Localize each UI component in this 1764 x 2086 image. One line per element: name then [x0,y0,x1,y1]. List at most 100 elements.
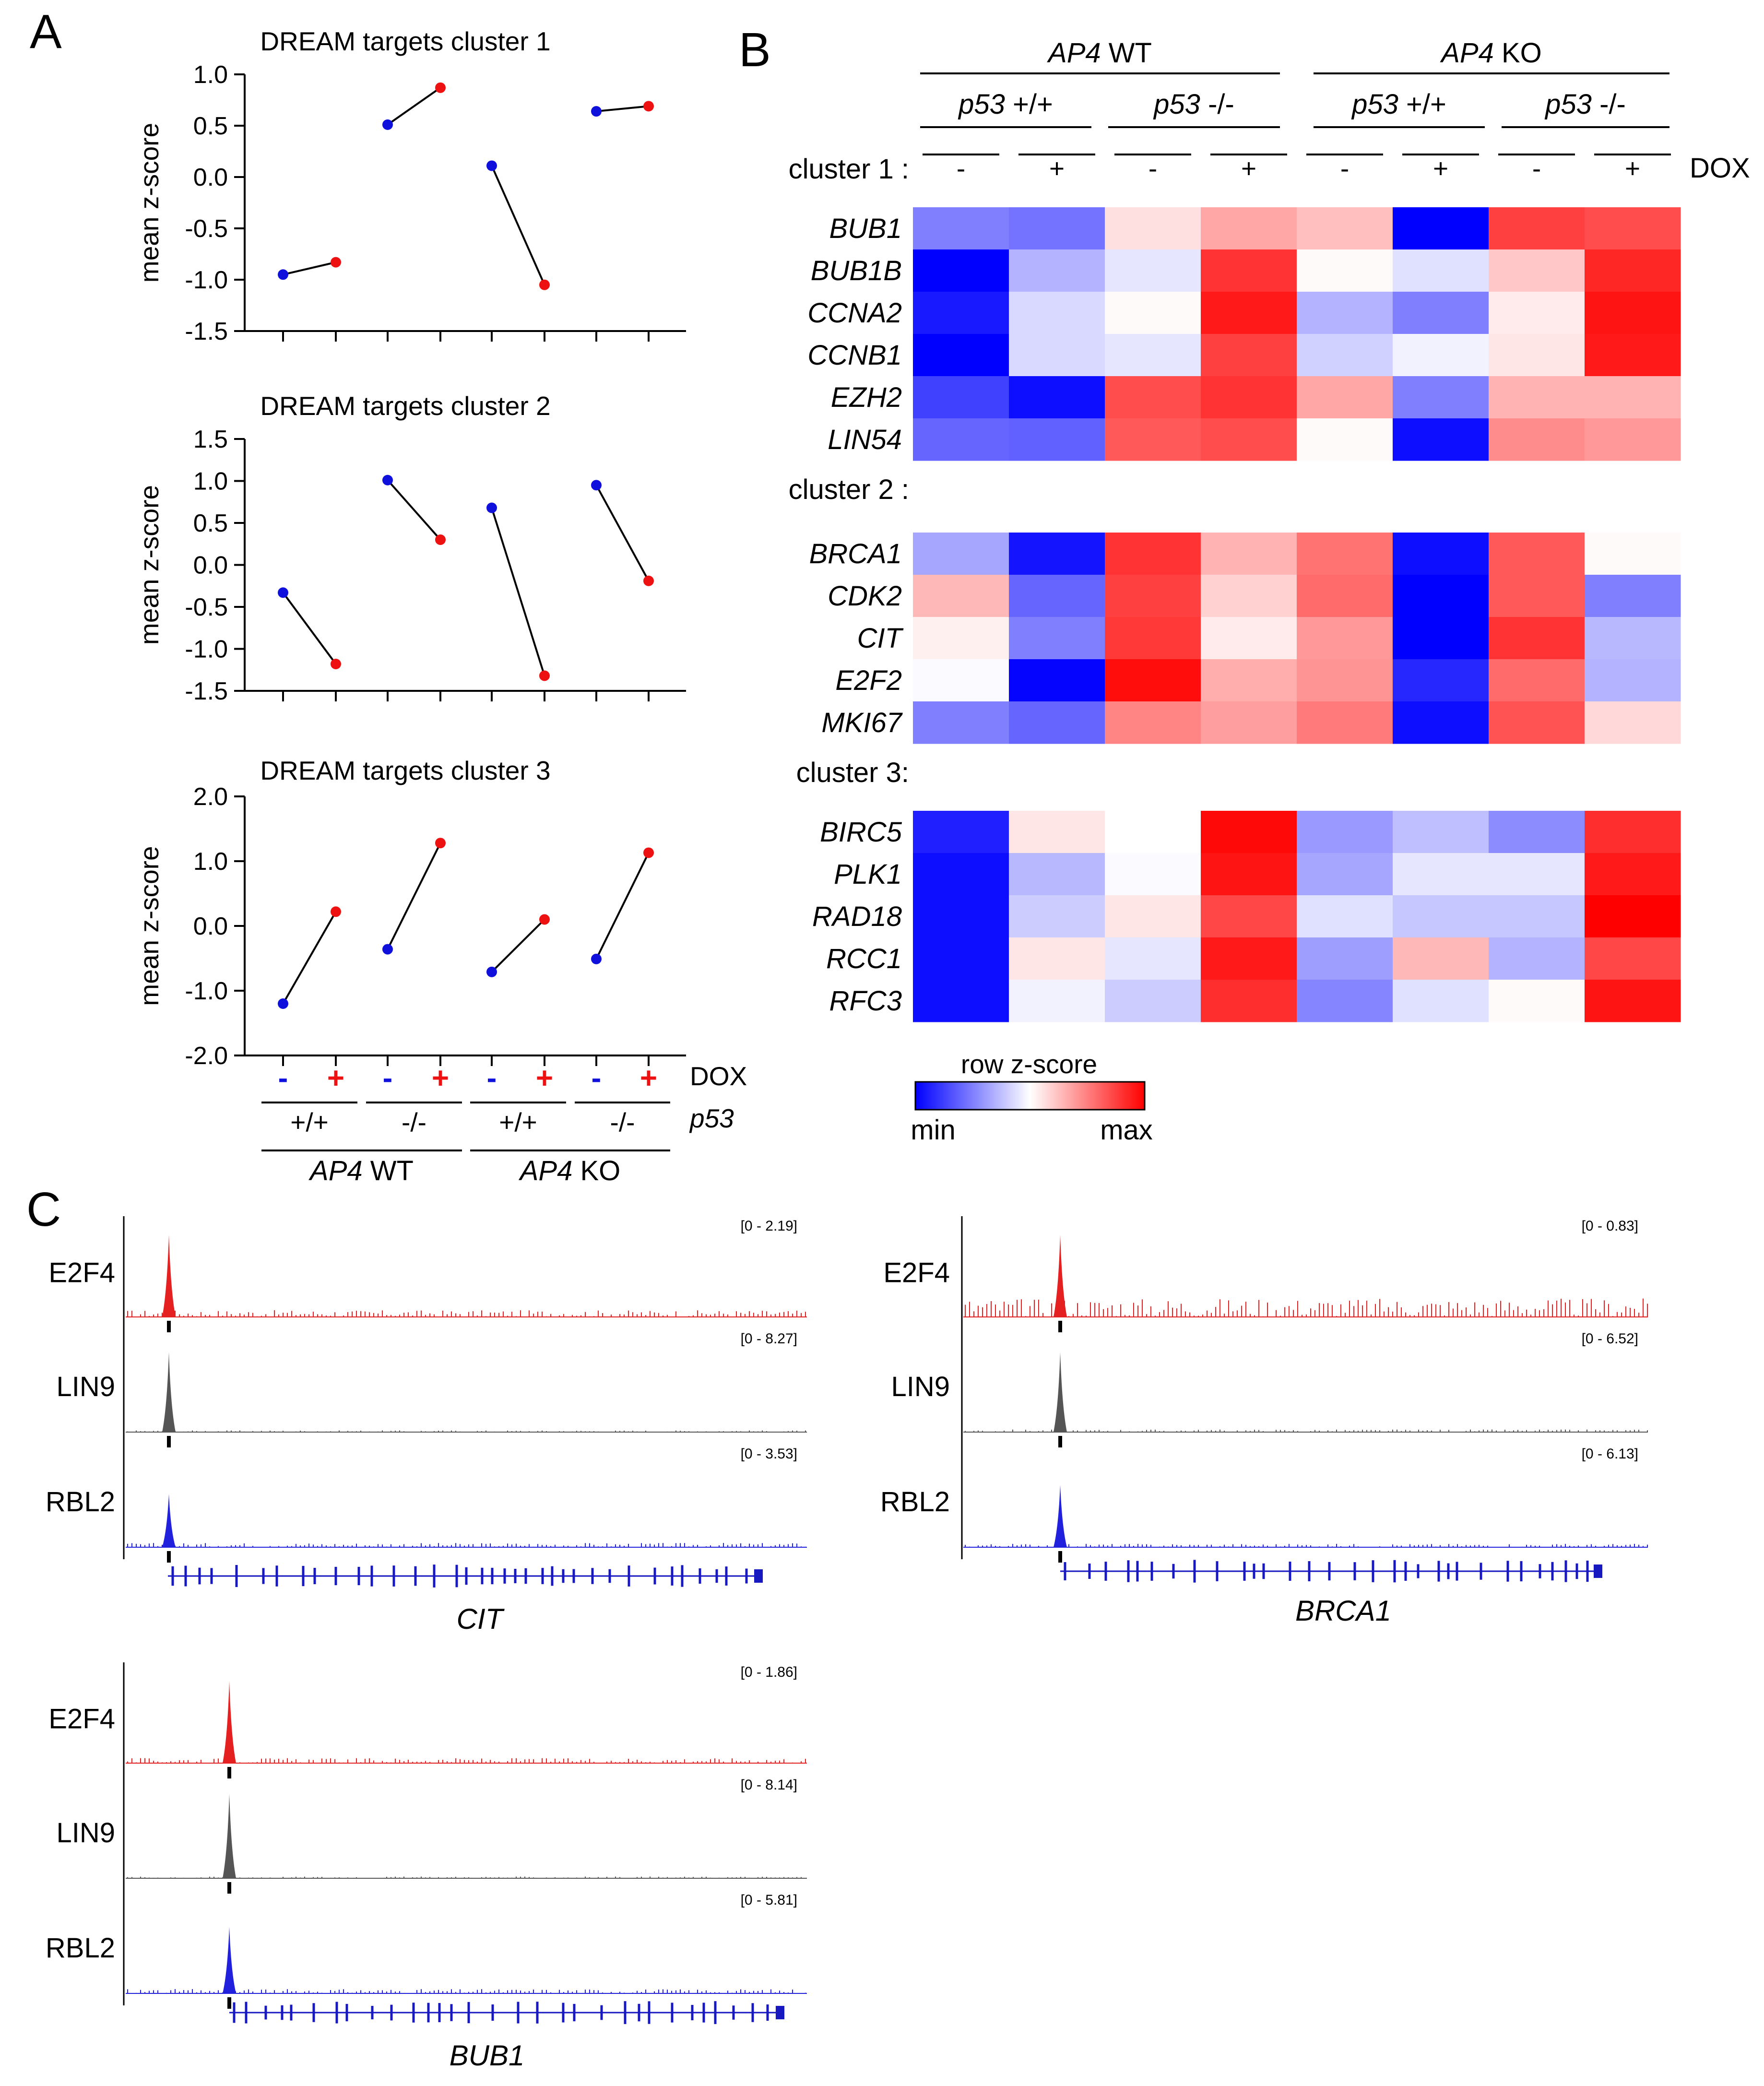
heatmap-cell [1585,853,1681,896]
heatmap-cell [1105,575,1201,617]
point-plus-dox [435,82,446,93]
y-tick-label: 1.5 [193,426,228,453]
track-range: [0 - 8.14] [741,1777,797,1793]
heatmap-cell [1297,980,1393,1022]
gene-utr [1594,1564,1602,1578]
track-peak [223,1681,236,1763]
point-plus-dox [539,279,550,290]
panel-label-b: B [739,23,771,77]
heatmap-cell [1489,853,1585,896]
peak-call-marker [167,1321,171,1332]
y-tick-label: 0.0 [193,552,228,580]
heatmap-cell [1393,853,1489,896]
dox-sign: - [383,1062,393,1095]
heatmap-cell [1105,853,1201,896]
dox-sign: + [1049,154,1065,183]
peak-call-marker [227,1997,231,2009]
y-axis-label: mean z-score [134,123,164,283]
heatmap-cell [1105,249,1201,292]
gene-label: CIT [857,623,904,654]
heatmap-cell [1009,895,1105,938]
y-tick-label: 0.0 [193,164,228,191]
heatmap-cell [1585,292,1681,334]
track-range: [0 - 8.27] [741,1331,797,1347]
heatmap-cell [1393,575,1489,617]
gene-name: BRCA1 [1295,1595,1391,1627]
p53-header: p53 -/- [1544,89,1626,120]
dox-sign: + [1433,154,1448,183]
ap4-group-label: AP4 KO [519,1155,621,1186]
dox-sign: - [592,1062,602,1095]
heatmap-cell [1009,853,1105,896]
point-plus-dox [643,101,654,112]
heatmap-cell [1105,701,1201,744]
heatmap-cell [1297,249,1393,292]
gene-label: RFC3 [829,985,902,1017]
heatmap-cell [1489,376,1585,419]
heatmap-cell [1201,937,1297,980]
track-peak [162,1352,176,1432]
heatmap-cell [1009,980,1105,1022]
heatmap-cell [1393,980,1489,1022]
heatmap-cell [1489,249,1585,292]
heatmap-cell [1009,376,1105,419]
track-range: [0 - 3.53] [741,1446,797,1462]
heatmap-cell [1297,533,1393,575]
panel-a-lineplots: DREAM targets cluster 11.00.50.0-0.5-1.0… [134,26,747,1186]
gene-label: BIRC5 [820,817,902,848]
heatmap-cell [1105,376,1201,419]
heatmap-cell [1297,575,1393,617]
point-plus-dox [435,534,446,545]
track-peak [1054,1485,1067,1547]
dox-sign: + [640,1062,657,1095]
track-peak [162,1235,176,1317]
heatmap-cell [1009,701,1105,744]
track-noise [127,1989,806,1993]
heatmap-cell [1489,895,1585,938]
heatmap-cell [1009,659,1105,702]
p53-group-label: -/- [610,1107,635,1137]
y-tick-label: -1.0 [185,266,228,294]
point-minus-dox [278,587,288,598]
heatmap-cell [1201,980,1297,1022]
heatmap-cell [1009,292,1105,334]
heatmap-cell [1201,292,1297,334]
y-tick-label: 1.0 [193,468,228,496]
point-plus-dox [331,906,341,917]
track-name: E2F4 [48,1704,115,1735]
heatmap-cell [1201,334,1297,377]
gene-label: BUB1 [829,213,902,244]
track-peak [223,1927,236,1993]
ap4-group-label: AP4 WT [308,1155,414,1186]
point-plus-dox [643,847,654,858]
point-minus-dox [382,119,393,130]
peak-call-marker [167,1551,171,1563]
track-peak [1054,1352,1067,1432]
track-range: [0 - 1.86] [741,1664,797,1680]
p53-label: p53 [689,1103,734,1133]
y-tick-label: 1.0 [193,848,228,876]
track-name: E2F4 [48,1257,115,1289]
y-tick-label: -0.5 [185,215,228,243]
heatmap-cell [1009,418,1105,461]
heatmap-cell [913,376,1009,419]
heatmap-cell [1489,533,1585,575]
heatmap-cell [1393,811,1489,853]
heatmap-cell [913,617,1009,660]
heatmap-cell [1585,937,1681,980]
y-tick-label: -1.0 [185,977,228,1005]
heatmap-cell [1393,418,1489,461]
track-noise [965,1544,1648,1547]
gene-label: CCNA2 [807,297,902,329]
heatmap-cell [1489,811,1585,853]
pair-line [595,852,650,960]
track-peak [1054,1235,1067,1317]
heatmap-cell [1105,980,1201,1022]
track-range: [0 - 6.52] [1582,1331,1638,1347]
heatmap-cell [1393,659,1489,702]
dox-sign: + [432,1062,449,1095]
peak-call-marker [227,1767,231,1778]
gene-label: BRCA1 [809,538,902,569]
y-tick-label: 0.0 [193,913,228,940]
peak-call-marker [227,1882,231,1894]
